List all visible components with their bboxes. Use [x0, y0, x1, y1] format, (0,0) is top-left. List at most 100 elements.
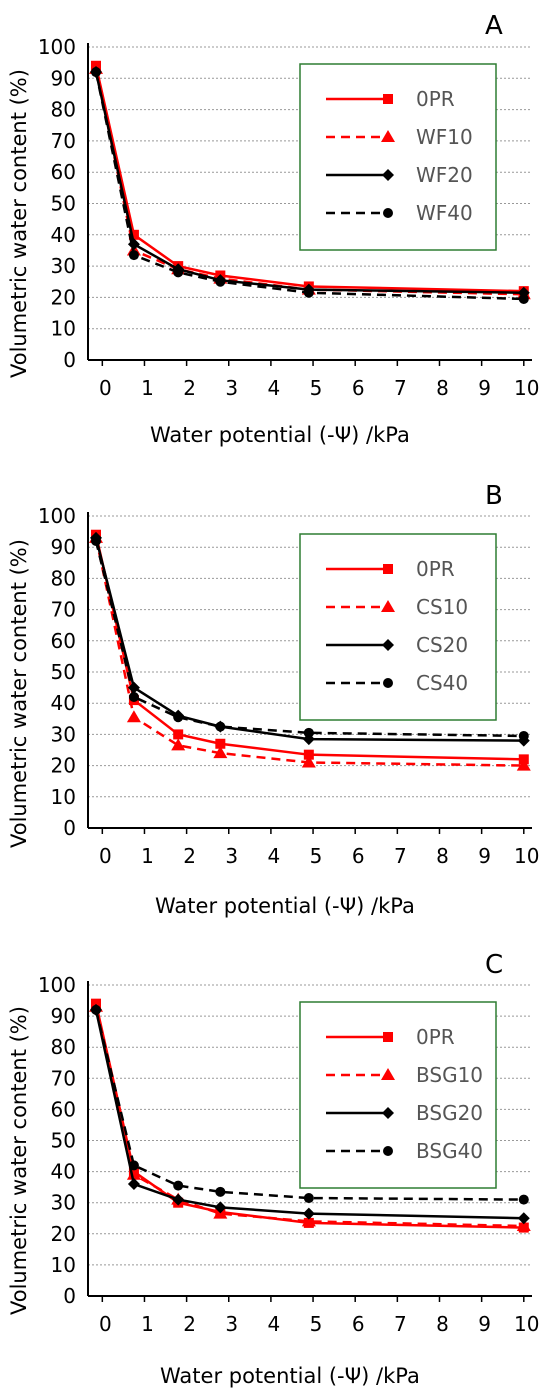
data-point-bsg20 — [214, 1201, 227, 1214]
panel-b: B Volumetric water content (%) Water pot… — [7, 481, 540, 918]
y-tick-label: 70 — [51, 598, 76, 622]
data-point-0pr — [173, 729, 184, 740]
y-tick-label: 10 — [51, 1253, 76, 1277]
y-tick-label: 90 — [51, 66, 76, 90]
x-tick-label: 10 — [514, 1312, 539, 1336]
data-point-cs40 — [303, 727, 314, 738]
x-tick-label: 9 — [478, 376, 491, 400]
series-line-cs40 — [94, 540, 524, 738]
data-point-bsg20 — [127, 1178, 140, 1191]
data-point-bsg40 — [91, 1004, 101, 1015]
data-point-wf40 — [173, 267, 184, 278]
y-tick-label: 80 — [51, 1035, 76, 1059]
legend-label: CS20 — [416, 633, 468, 657]
data-point-bsg20 — [172, 1193, 185, 1206]
y-tick-label: 0 — [63, 1284, 76, 1308]
data-point-bsg10 — [516, 1219, 531, 1232]
x-tick-label: 5 — [310, 844, 323, 868]
data-point-cs20 — [127, 681, 140, 694]
x-tick-label: 7 — [394, 1312, 407, 1336]
data-point-0pr — [303, 749, 314, 760]
x-tick-label: 0 — [99, 1312, 112, 1336]
legend-marker — [382, 639, 394, 651]
y-tick-label: 60 — [51, 1097, 76, 1121]
data-point-cs10 — [171, 738, 186, 751]
x-axis-label: Water potential (-Ψ) /kPa — [150, 423, 410, 447]
x-tick-label: 3 — [225, 376, 238, 400]
x-tick-label: 0 — [99, 376, 112, 400]
x-tick-label: 8 — [436, 376, 449, 400]
x-tick-label: 3 — [225, 1312, 238, 1336]
x-tick-label: 8 — [436, 844, 449, 868]
y-tick-label: 0 — [63, 816, 76, 840]
data-point-wf40 — [91, 67, 101, 78]
series-line-0pr — [94, 65, 524, 293]
data-point-bsg10 — [301, 1214, 316, 1227]
legend-marker — [381, 130, 395, 142]
x-tick-label: 1 — [141, 1312, 154, 1336]
y-tick-label: 30 — [51, 1191, 76, 1215]
y-tick-label: 70 — [51, 1066, 76, 1090]
y-tick-label: 60 — [51, 629, 76, 653]
data-point-cs40 — [173, 712, 184, 723]
data-point-cs10 — [126, 710, 141, 723]
legend-label: 0PR — [416, 87, 455, 111]
data-point-bsg40 — [128, 1160, 139, 1171]
data-point-cs10 — [213, 746, 228, 759]
data-point-cs10 — [516, 758, 531, 771]
panel-a: A Volumetric water content (%) Water pot… — [7, 11, 540, 447]
data-point-bsg40 — [518, 1194, 529, 1205]
data-point-cs40 — [128, 691, 139, 702]
x-tick-label: 9 — [478, 844, 491, 868]
y-tick-label: 80 — [51, 98, 76, 122]
y-axis-label: Volumetric water content (%) — [7, 539, 31, 848]
y-tick-label: 40 — [51, 691, 76, 715]
data-point-bsg20 — [302, 1207, 315, 1220]
data-point-wf40 — [128, 250, 139, 261]
x-tick-label: 5 — [310, 376, 323, 400]
data-point-wf40 — [303, 287, 314, 298]
y-axis-label: Volumetric water content (%) — [7, 1006, 31, 1315]
y-tick-label: 30 — [51, 254, 76, 278]
y-tick-label: 90 — [51, 1004, 76, 1028]
y-tick-label: 60 — [51, 160, 76, 184]
series-line-wf40 — [94, 71, 524, 301]
legend-marker — [382, 1107, 394, 1119]
data-point-cs40 — [215, 721, 226, 732]
data-point-bsg40 — [215, 1186, 226, 1197]
x-tick-label: 4 — [268, 844, 281, 868]
data-point-wf20 — [127, 238, 140, 251]
y-tick-label: 50 — [51, 192, 76, 216]
data-point-wf40 — [215, 276, 226, 287]
series-line-wf20 — [94, 71, 524, 294]
legend-marker — [383, 564, 393, 574]
x-tick-label: 6 — [352, 844, 365, 868]
y-tick-label: 10 — [51, 785, 76, 809]
legend-marker — [381, 1068, 395, 1080]
x-tick-label: 4 — [268, 1312, 281, 1336]
legend-label: WF40 — [416, 201, 473, 225]
legend-label: 0PR — [416, 557, 455, 581]
legend-label: WF10 — [416, 125, 473, 149]
y-tick-label: 10 — [51, 317, 76, 341]
y-tick-label: 90 — [51, 535, 76, 559]
y-tick-label: 20 — [51, 285, 76, 309]
legend-box — [299, 63, 497, 251]
series-line-cs10 — [94, 537, 524, 767]
data-point-bsg10 — [126, 1167, 141, 1180]
y-tick-label: 40 — [51, 223, 76, 247]
data-point-cs10 — [301, 755, 316, 768]
x-tick-label: 2 — [183, 844, 196, 868]
data-point-bsg40 — [173, 1180, 184, 1191]
legend-label: BSG40 — [416, 1139, 483, 1163]
data-point-cs40 — [91, 535, 101, 546]
legend-box — [299, 1001, 497, 1189]
series-line-bsg20 — [94, 1009, 524, 1220]
legend-marker — [383, 678, 393, 688]
x-tick-label: 10 — [514, 376, 539, 400]
data-point-0pr — [215, 738, 226, 749]
x-tick-label: 1 — [141, 844, 154, 868]
x-axis-label: Water potential (-Ψ) /kPa — [155, 894, 415, 918]
x-tick-label: 6 — [352, 376, 365, 400]
